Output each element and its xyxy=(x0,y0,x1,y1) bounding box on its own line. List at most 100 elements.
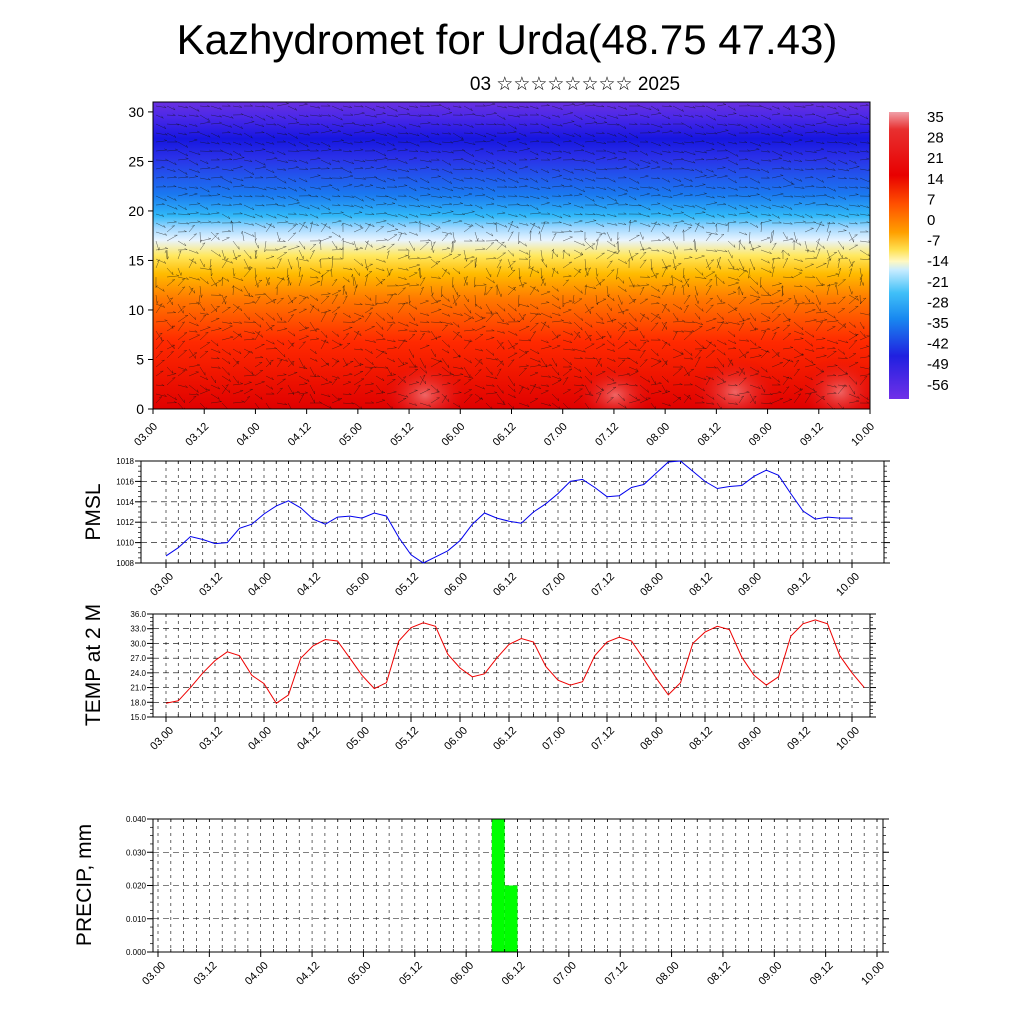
wind-arrow xyxy=(474,284,487,287)
wind-arrow xyxy=(485,186,496,192)
wind-arrow xyxy=(749,204,758,209)
wind-arrow xyxy=(419,357,426,369)
wind-arrow xyxy=(287,159,297,162)
wind-arrow-head xyxy=(457,355,461,357)
wind-arrow-head xyxy=(512,286,516,289)
wind-arrow-head xyxy=(219,114,222,118)
wind-arrow xyxy=(199,303,205,311)
wind-arrow xyxy=(166,132,177,138)
wind-arrow xyxy=(353,267,360,276)
wind-arrow xyxy=(221,114,234,119)
wind-arrow xyxy=(342,321,355,323)
wind-arrow xyxy=(375,166,387,170)
wind-arrow xyxy=(397,232,403,242)
wind-arrow xyxy=(430,391,440,395)
wind-arrow xyxy=(155,370,164,377)
wind-arrow xyxy=(496,342,504,350)
wind-arrow xyxy=(408,348,414,358)
wind-arrow-head xyxy=(618,249,621,253)
wind-arrow-head xyxy=(382,268,385,272)
wind-arrow xyxy=(353,364,364,368)
wind-arrow xyxy=(309,168,321,170)
wind-arrow xyxy=(606,375,614,382)
wind-arrow xyxy=(287,105,297,111)
wind-arrow xyxy=(826,213,836,219)
wind-arrow xyxy=(210,375,216,384)
wind-arrow-head xyxy=(249,159,253,162)
wind-arrow xyxy=(276,177,287,184)
wind-arrow-head xyxy=(351,204,354,207)
wind-arrow-head xyxy=(800,259,803,262)
wind-arrow-head xyxy=(819,221,822,224)
wind-arrow-head xyxy=(614,156,618,159)
wind-arrow xyxy=(573,159,586,162)
wind-arrow xyxy=(331,375,340,379)
wind-arrow xyxy=(276,276,285,281)
wind-arrow-head xyxy=(502,331,505,334)
wind-arrow-head xyxy=(472,153,475,157)
wind-arrow xyxy=(199,132,211,138)
wind-arrow-head xyxy=(414,329,418,332)
wind-arrow xyxy=(320,204,330,211)
wind-arrow xyxy=(804,393,812,404)
wind-arrow-head xyxy=(461,136,464,140)
wind-arrow-head xyxy=(864,375,868,378)
wind-arrow-head xyxy=(503,131,507,134)
wind-arrow-head xyxy=(184,192,188,195)
wind-arrow-head xyxy=(481,187,484,190)
wind-arrow-head xyxy=(700,115,703,118)
wind-arrow-head xyxy=(458,404,461,408)
wind-arrow xyxy=(540,302,550,305)
wind-arrow-head xyxy=(526,304,530,308)
wind-arrow xyxy=(760,302,773,305)
wind-arrow-head xyxy=(337,130,341,132)
wind-arrow xyxy=(276,246,287,251)
wind-arrow xyxy=(375,276,383,285)
wind-arrow xyxy=(584,105,596,107)
wind-arrow-head xyxy=(184,207,187,210)
wind-arrow-head xyxy=(721,321,724,323)
wind-arrow-head xyxy=(308,194,312,196)
wind-arrow-head xyxy=(603,176,607,179)
wind-arrow-head xyxy=(542,258,544,262)
wind-arrow xyxy=(749,328,759,332)
wind-arrow-head xyxy=(326,378,328,382)
wind-arrow-head xyxy=(702,183,706,185)
wind-arrow xyxy=(848,113,859,116)
wind-arrow-head xyxy=(777,383,781,386)
wind-arrow-head xyxy=(502,148,506,151)
wind-arrow xyxy=(672,240,678,250)
wind-arrow-head xyxy=(478,359,482,361)
wind-arrow-head xyxy=(371,244,373,248)
wind-arrow xyxy=(782,324,791,332)
wind-arrow xyxy=(397,222,406,227)
wind-arrow-head xyxy=(201,294,203,298)
wind-arrow xyxy=(485,258,497,260)
wind-arrow-head xyxy=(822,337,826,339)
wind-arrow xyxy=(364,357,374,366)
wind-arrow-head xyxy=(696,222,700,225)
wind-arrow xyxy=(837,348,845,355)
wind-arrow-head xyxy=(175,206,178,210)
wind-arrow xyxy=(199,186,210,193)
wind-arrow xyxy=(859,376,868,386)
wind-arrow xyxy=(331,361,339,368)
wind-arrow xyxy=(298,294,309,299)
wind-arrow xyxy=(540,123,550,129)
wind-arrow xyxy=(210,166,220,170)
wind-arrow xyxy=(573,312,583,321)
wind-arrow-head xyxy=(854,222,858,225)
wind-arrow xyxy=(386,294,397,296)
wind-arrow xyxy=(551,375,562,380)
wind-arrow-head xyxy=(395,157,399,160)
wind-arrow xyxy=(793,348,804,356)
wind-arrow xyxy=(243,330,255,334)
wind-arrow-head xyxy=(578,269,582,271)
wind-arrow xyxy=(617,321,627,329)
wind-arrow xyxy=(320,195,331,201)
wind-arrow-head xyxy=(409,300,411,304)
wind-arrow-head xyxy=(384,133,387,136)
wind-arrow xyxy=(595,186,607,190)
wind-arrow xyxy=(166,249,168,260)
wind-arrow xyxy=(177,276,189,280)
